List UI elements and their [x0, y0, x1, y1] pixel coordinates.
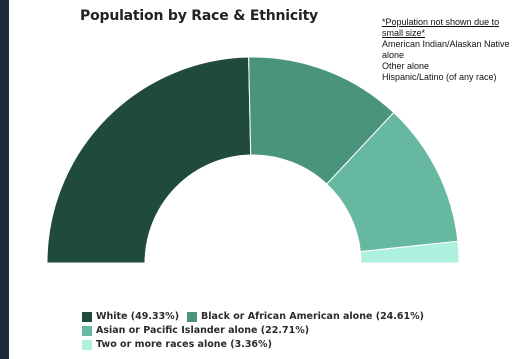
legend-swatch	[187, 312, 198, 322]
legend-swatch	[82, 312, 92, 322]
legend-row: Two or more races alone (3.36%)	[82, 338, 432, 352]
legend-swatch	[82, 326, 92, 336]
chart-slice-3	[359, 240, 460, 264]
note-item: Other alone	[382, 61, 430, 71]
chart-legend: White (49.33%) Black or African American…	[82, 310, 432, 352]
note-item: American Indian/Alaskan Native alone	[382, 39, 510, 60]
legend-row: Asian or Pacific Islander alone (22.71%)	[82, 324, 432, 338]
legend-label: Two or more races alone (3.36%)	[96, 339, 272, 350]
excluded-population-note: *Population not shown due to small size*…	[382, 17, 518, 83]
chart-title: Population by Race & Ethnicity	[80, 8, 318, 24]
legend-row: White (49.33%) Black or African American…	[82, 310, 432, 324]
legend-label: Asian or Pacific Islander alone (22.71%)	[96, 325, 310, 336]
legend-item-white: White (49.33%)	[82, 310, 179, 324]
legend-label: White (49.33%)	[96, 311, 180, 322]
chart-card: Population by Race & Ethnicity *Populati…	[9, 0, 518, 359]
legend-item-black: Black or African American alone (24.61%)	[187, 310, 424, 324]
note-heading: *Population not shown due to small size*	[382, 17, 500, 38]
chart-slice-0	[46, 56, 252, 264]
half-donut-chart	[46, 56, 460, 264]
note-item: Hispanic/Latino (of any race)	[382, 72, 497, 82]
legend-item-two-or-more: Two or more races alone (3.36%)	[82, 338, 272, 352]
legend-label: Black or African American alone (24.61%)	[201, 311, 424, 322]
legend-item-asian: Asian or Pacific Islander alone (22.71%)	[82, 324, 309, 338]
legend-swatch	[82, 340, 92, 350]
